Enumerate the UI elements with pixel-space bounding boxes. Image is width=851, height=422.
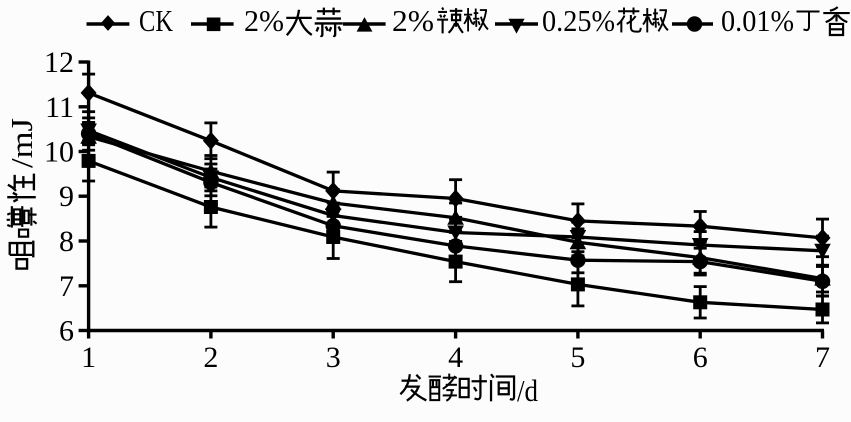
svg-text:8: 8 — [59, 225, 74, 258]
svg-text:11: 11 — [45, 91, 74, 124]
svg-text:CK: CK — [139, 3, 173, 38]
svg-text:/d: /d — [517, 373, 538, 408]
svg-text:0.25%: 0.25% — [542, 3, 615, 38]
svg-text:6: 6 — [59, 315, 74, 348]
svg-text:6: 6 — [693, 341, 708, 374]
svg-text:0.01%: 0.01% — [721, 3, 794, 38]
svg-text:3: 3 — [326, 341, 341, 374]
svg-text:2%: 2% — [244, 3, 284, 38]
svg-text:7: 7 — [59, 270, 74, 303]
svg-text:4: 4 — [448, 341, 463, 374]
svg-text:/mJ: /mJ — [4, 118, 39, 168]
svg-text:1: 1 — [81, 341, 96, 374]
svg-text:2: 2 — [203, 341, 218, 374]
svg-text:5: 5 — [570, 341, 585, 374]
svg-text:12: 12 — [44, 46, 74, 79]
svg-text:7: 7 — [815, 341, 830, 374]
svg-text:9: 9 — [59, 180, 74, 213]
svg-text:10: 10 — [44, 136, 74, 169]
svg-text:2%: 2% — [392, 3, 434, 38]
